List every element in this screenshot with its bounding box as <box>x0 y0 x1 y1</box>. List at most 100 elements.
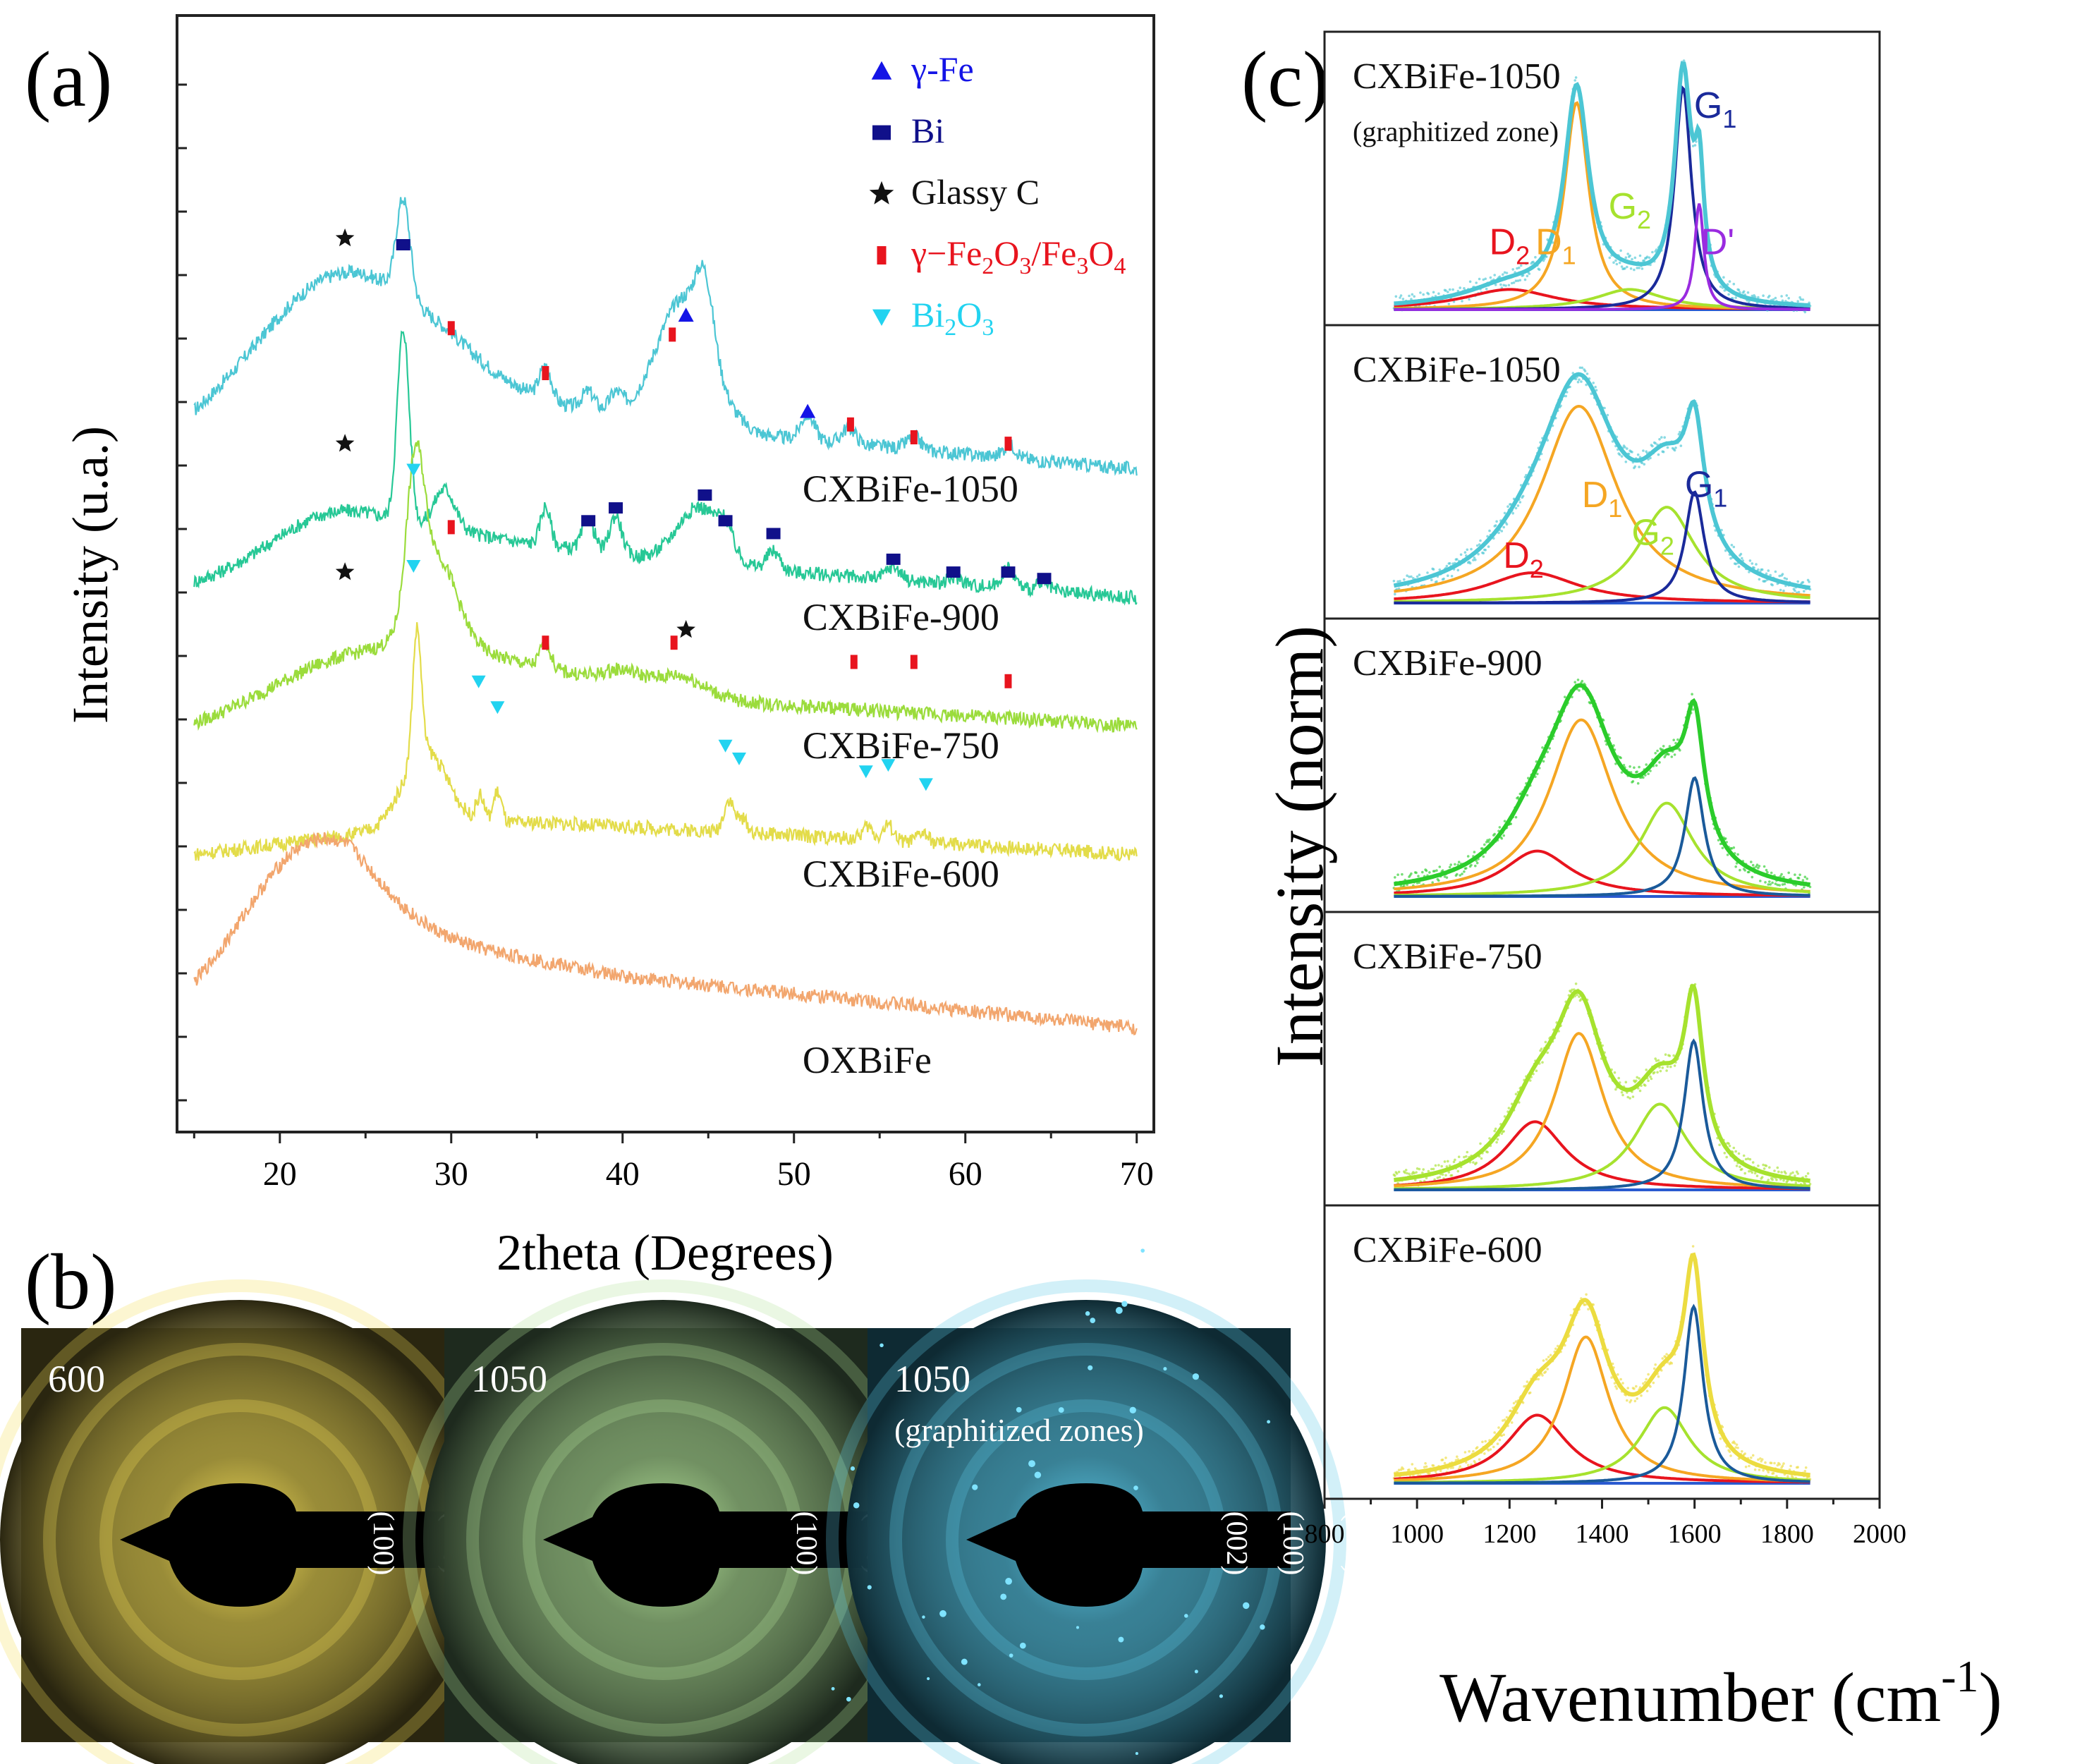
raman-data-point <box>1614 1385 1617 1388</box>
raman-data-point <box>1778 574 1781 578</box>
xrd-marker-square <box>581 515 596 527</box>
raman-data-point <box>1394 1174 1396 1177</box>
raman-data-point <box>1539 1049 1542 1052</box>
raman-data-point <box>1503 820 1506 822</box>
raman-data-point <box>1477 552 1480 556</box>
raman-data-point <box>1728 1144 1731 1148</box>
raman-data-point <box>1758 1468 1761 1471</box>
raman-data-point <box>1569 990 1573 993</box>
raman-x-tick-label: 1200 <box>1483 1519 1536 1549</box>
raman-data-point <box>1466 548 1469 552</box>
raman-data-point <box>1406 1172 1408 1175</box>
raman-data-point <box>1695 140 1698 143</box>
raman-data-point <box>1444 289 1447 292</box>
raman-data-point <box>1408 1172 1411 1176</box>
raman-data-point <box>1647 1373 1650 1376</box>
raman-data-point <box>1574 76 1578 79</box>
raman-data-point <box>1780 295 1783 298</box>
raman-data-point <box>1438 1176 1442 1179</box>
saed-panel-title: 1050 <box>894 1358 970 1400</box>
raman-data-point <box>1500 837 1504 840</box>
raman-data-point <box>1502 1419 1504 1422</box>
raman-data-point <box>1782 1462 1785 1465</box>
raman-data-point <box>1571 988 1573 992</box>
raman-data-point <box>1751 875 1754 879</box>
raman-data-point <box>1408 294 1411 298</box>
raman-data-point <box>1783 882 1786 886</box>
xrd-chart: 20 30 40 50 60 70 CXBiFe-1050CXBiFe-900CXBiFe… <box>62 14 1155 1281</box>
raman-data-point <box>1468 280 1472 284</box>
raman-data-point <box>1670 1362 1674 1365</box>
raman-data-point <box>1514 506 1518 510</box>
raman-data-point <box>1415 1171 1418 1174</box>
raman-band-label-sub: 2 <box>1637 205 1651 234</box>
raman-data-point <box>1643 259 1646 262</box>
raman-data-point <box>1772 1471 1775 1475</box>
saed-spot <box>1058 1407 1064 1413</box>
xrd-marker-square <box>886 553 901 565</box>
raman-data-point <box>1432 568 1435 571</box>
raman-data-point <box>1803 875 1807 879</box>
raman-data-point <box>1732 282 1736 286</box>
saed-spot <box>939 1610 946 1617</box>
saed-spot <box>1194 1669 1198 1674</box>
raman-data-point <box>1767 1179 1770 1181</box>
raman-data-point <box>1399 296 1401 299</box>
raman-data-point <box>1546 439 1549 442</box>
raman-data-point <box>1478 277 1481 281</box>
raman-data-point <box>1798 296 1801 299</box>
xrd-x-tick-label: 30 <box>434 1155 468 1193</box>
raman-data-point <box>1540 1047 1543 1050</box>
saed-spot <box>1183 1614 1188 1618</box>
raman-data-point <box>1495 1140 1498 1144</box>
xrd-marker-triangle-down <box>406 463 421 477</box>
raman-data-point <box>1760 1458 1764 1461</box>
raman-data-point <box>1470 547 1473 551</box>
xrd-curve-labels: CXBiFe-1050 CXBiFe-900 CXBiFe-750 CXBiFe-60… <box>803 468 1018 1081</box>
raman-subplot-title: CXBiFe-600 <box>1353 1230 1542 1270</box>
saed-ring-label: (002) <box>1220 1511 1253 1576</box>
raman-data-point <box>1794 873 1796 876</box>
raman-data-point <box>1465 554 1468 557</box>
xrd-marker-square <box>1001 566 1016 578</box>
raman-data-point <box>1535 1069 1538 1072</box>
xrd-legend-label-part: 2 <box>944 315 956 341</box>
raman-data-point <box>1664 1053 1667 1056</box>
raman-data-point <box>1726 283 1729 286</box>
raman-band-D2 <box>1394 571 1810 604</box>
xrd-curve-label: OXBiFe <box>803 1039 932 1081</box>
raman-data-point <box>1444 1174 1447 1177</box>
raman-data-point <box>1729 556 1732 560</box>
raman-data-point <box>1619 249 1622 253</box>
raman-data-point <box>1643 463 1646 466</box>
raman-data-point <box>1399 580 1401 583</box>
raman-data-point <box>1494 524 1497 527</box>
raman-data-point <box>1751 562 1754 565</box>
raman-data-point <box>1437 292 1440 296</box>
raman-band-label: D1 <box>1535 221 1576 269</box>
raman-data-point <box>1475 1162 1478 1164</box>
saed-beam-stopper <box>543 1483 868 1607</box>
panel-label-b: (b) <box>25 1239 117 1326</box>
xrd-marker-triangle-down <box>858 765 873 779</box>
raman-band-D1 <box>1394 1032 1810 1189</box>
raman-y-axis-label: Intensity (norm) <box>1262 626 1337 1068</box>
raman-band-label-sub: 2 <box>1530 554 1544 583</box>
saed-spot <box>978 1683 981 1686</box>
xrd-x-ticks: 20 30 40 50 60 70 <box>193 1132 1154 1193</box>
raman-data-point <box>1662 745 1665 748</box>
raman-data-point <box>1803 1470 1807 1473</box>
raman-data-point <box>1576 380 1580 384</box>
raman-chart: CXBiFe-1050(graphitized zone)D2 D1G2G1D'C… <box>1262 30 2002 1736</box>
raman-data-point <box>1512 1401 1516 1405</box>
xrd-marker-star <box>335 228 355 247</box>
raman-data-point <box>1636 267 1638 269</box>
raman-data-point <box>1573 681 1576 683</box>
raman-data-point <box>1794 589 1796 592</box>
raman-data-point <box>1492 1445 1495 1449</box>
raman-data-point <box>1777 1170 1780 1174</box>
raman-data-point <box>1786 1475 1789 1478</box>
raman-data-point <box>1396 580 1399 583</box>
raman-data-point <box>1445 876 1449 879</box>
raman-data-point <box>1416 1167 1419 1170</box>
